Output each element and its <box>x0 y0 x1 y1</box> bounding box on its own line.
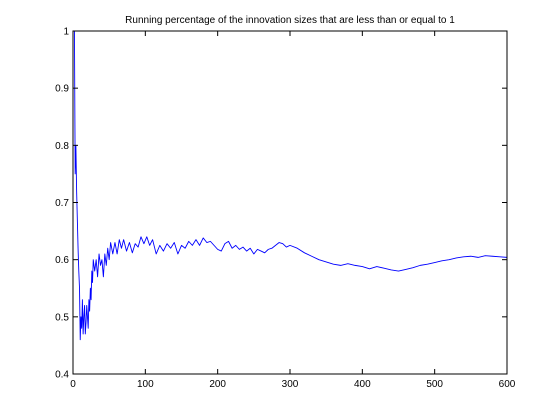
x-tick-label: 400 <box>354 379 371 390</box>
y-tick-label: 0.7 <box>55 198 69 209</box>
x-tick-label: 200 <box>209 379 226 390</box>
x-tick-label: 300 <box>282 379 299 390</box>
x-tick-label: 500 <box>426 379 443 390</box>
plot-layer <box>73 30 508 341</box>
y-tick-label: 0.4 <box>55 370 69 381</box>
axis-layer: 0 100 200 300 400 500 600 0.4 0.5 0.6 0.7 0.8 0.9 1 <box>55 27 516 391</box>
y-tick-label: 0.8 <box>55 141 69 152</box>
x-tick-label: 600 <box>499 379 516 390</box>
chart-title: Running percentage of the innovation siz… <box>125 15 455 26</box>
x-tick-label: 100 <box>137 379 154 390</box>
axes-frame <box>72 30 508 375</box>
x-tick-label: 0 <box>70 379 76 390</box>
series-line <box>73 30 508 341</box>
y-tick-label: 1 <box>63 27 69 38</box>
y-tick-label: 0.9 <box>55 84 69 95</box>
y-tick-label: 0.6 <box>55 255 69 266</box>
y-tick-label: 0.5 <box>55 312 69 323</box>
